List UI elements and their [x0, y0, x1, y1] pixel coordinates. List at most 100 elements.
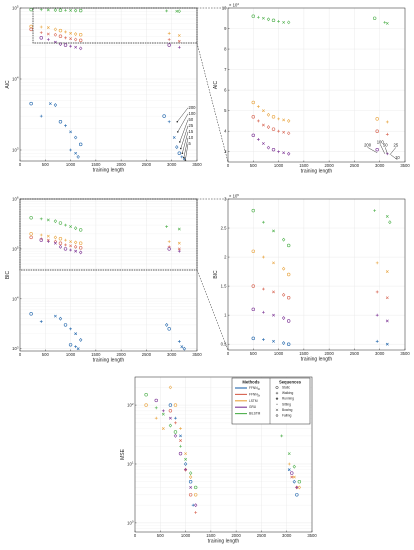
- data-point: [179, 444, 182, 448]
- y-tick-label: 1: [224, 313, 227, 318]
- data-point: [297, 485, 302, 490]
- data-point: [79, 338, 83, 342]
- data-point: [64, 124, 67, 128]
- y-tick-label: 104: [12, 76, 19, 82]
- axes-box: [134, 376, 313, 533]
- legend-method-label: BiLSTM: [249, 412, 261, 416]
- series-lstm: [251, 249, 389, 277]
- data-point: [58, 244, 63, 249]
- data-point: [375, 339, 379, 343]
- data-point: [173, 430, 178, 434]
- series-ffnn-1h: [251, 336, 389, 346]
- data-point: [46, 218, 50, 222]
- data-point: [167, 43, 171, 47]
- annotation-arrow: [177, 113, 189, 132]
- data-point: [175, 145, 179, 149]
- x-tick-label: 3500: [192, 162, 202, 167]
- y-axis-label: AIC: [213, 80, 219, 89]
- annotation-arrow: [185, 143, 189, 161]
- data-point: [272, 261, 275, 265]
- y-tick-label: 1.5: [221, 284, 227, 289]
- data-point: [73, 226, 78, 231]
- data-point: [193, 485, 198, 490]
- y-tick-label: 2: [224, 255, 227, 260]
- data-point: [287, 452, 291, 456]
- data-point: [266, 125, 271, 130]
- series-bilstm: [251, 208, 392, 248]
- data-point: [189, 486, 193, 489]
- data-point: [64, 36, 67, 40]
- data-point: [385, 215, 389, 218]
- data-point: [64, 8, 67, 12]
- data-point: [46, 32, 50, 36]
- data-point: [154, 398, 158, 403]
- data-point: [161, 409, 165, 413]
- x-axis: 0 500 1000 1500 2000 2500 3000 3500 training len…: [19, 159, 202, 174]
- data-point: [168, 423, 173, 428]
- data-point: [58, 120, 63, 124]
- x-tick-label: 2000: [324, 163, 334, 168]
- data-point: [385, 120, 389, 124]
- data-points: [29, 216, 187, 351]
- annotation-arrow: [182, 131, 189, 154]
- series-ffnn-1h: [29, 312, 187, 351]
- annotation-arrow: [389, 147, 397, 155]
- data-point: [177, 9, 181, 14]
- data-point: [168, 403, 173, 407]
- data-point: [178, 451, 183, 456]
- data-points: [144, 385, 302, 514]
- y-axis-label: MSE: [120, 448, 126, 460]
- data-point: [78, 246, 83, 250]
- data-point: [29, 101, 33, 106]
- data-point: [69, 244, 72, 248]
- x-tick-label: 1000: [274, 163, 284, 168]
- data-point: [69, 37, 72, 41]
- data-point: [281, 316, 286, 320]
- data-point: [69, 148, 72, 152]
- x-tick-label: 500: [42, 162, 50, 167]
- data-point: [272, 290, 275, 294]
- data-point: [385, 342, 389, 346]
- data-point: [375, 129, 379, 133]
- annotation-arrow: [390, 154, 398, 160]
- data-point: [282, 118, 286, 122]
- data-point: [79, 250, 83, 255]
- data-point: [63, 323, 68, 327]
- data-point: [271, 18, 276, 23]
- y-tick-label: 105: [12, 246, 19, 252]
- x-axis: 0 500 1000 1500 2000 2500 3000 3500 training len…: [227, 160, 410, 175]
- annotation-label: 100: [377, 140, 385, 145]
- data-point: [251, 208, 255, 213]
- x-tick-label: 0: [227, 163, 230, 168]
- series-gru: [251, 307, 389, 323]
- data-point: [261, 109, 265, 113]
- data-point: [375, 261, 379, 265]
- data-point: [292, 479, 296, 484]
- x-axis-label: training length: [301, 357, 333, 363]
- data-point: [177, 34, 181, 37]
- data-point: [46, 238, 50, 242]
- annotation-label: 200: [189, 105, 197, 110]
- data-point: [193, 493, 198, 497]
- data-point: [251, 307, 255, 312]
- data-point: [177, 241, 181, 245]
- data-point: [53, 8, 58, 12]
- data-point: [73, 32, 78, 36]
- x-tick-label: 1500: [299, 351, 309, 356]
- data-point: [286, 272, 291, 277]
- data-point: [53, 32, 58, 37]
- data-point: [161, 427, 165, 430]
- y-tick-label: 4: [224, 129, 227, 134]
- data-point: [183, 467, 188, 472]
- data-point: [74, 151, 78, 155]
- x-axis-label: training length: [208, 539, 240, 545]
- annotation-arrow: [183, 137, 189, 158]
- y-tick-label: 0.5: [221, 342, 227, 347]
- x-tick-label: 1000: [66, 352, 76, 357]
- data-point: [48, 102, 52, 106]
- data-point: [280, 434, 284, 438]
- x-tick-label: 2500: [257, 533, 267, 538]
- data-point: [174, 421, 177, 425]
